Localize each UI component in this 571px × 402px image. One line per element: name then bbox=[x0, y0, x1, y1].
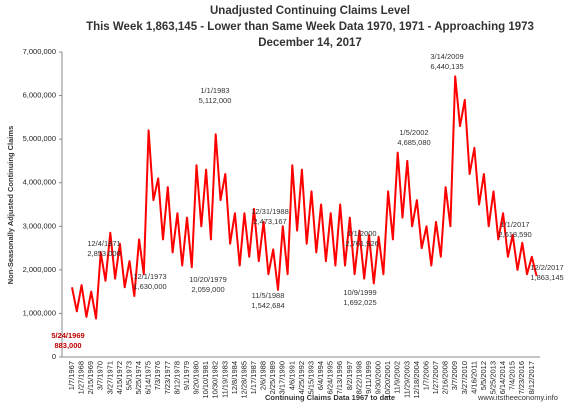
annotation: 10/20/1979 bbox=[189, 275, 227, 284]
x-tick-label: 9/11/1999 bbox=[364, 361, 373, 394]
x-tick-label: 6/4/1994 bbox=[316, 361, 325, 390]
x-tick-label: 2/15/1969 bbox=[86, 361, 95, 394]
annotation: 5/24/1969 bbox=[51, 331, 84, 340]
x-tick-label: 2/6/1988 bbox=[259, 361, 268, 390]
chart-title: Unadjusted Continuing Claims Level bbox=[210, 5, 410, 17]
x-tick-label: 1/27/2007 bbox=[431, 361, 440, 394]
annotation: 10/9/1999 bbox=[343, 288, 376, 297]
annotation: 1/1/2000 bbox=[347, 229, 376, 238]
x-tick-label: 3/7/1970 bbox=[96, 361, 105, 390]
x-tick-label: 8/12/1978 bbox=[172, 361, 181, 394]
x-tick-label: 1/7/2006 bbox=[421, 361, 430, 390]
x-tick-label: 9/1/1979 bbox=[182, 361, 191, 390]
annotation: 1,863,145 bbox=[530, 273, 563, 282]
x-tick-label: 11/9/2002 bbox=[393, 361, 402, 394]
x-tick-label: 1/7/1967 bbox=[67, 361, 76, 390]
x-tick-label: 10/30/1982 bbox=[211, 361, 220, 399]
x-tick-label: 5/5/1973 bbox=[124, 361, 133, 390]
annotation: 2,761,926 bbox=[345, 239, 378, 248]
annotation: 12/4/1971 bbox=[87, 239, 120, 248]
y-tick-label: 1,000,000 bbox=[23, 308, 56, 317]
x-tick-label: 8/12/2017 bbox=[527, 361, 536, 394]
x-tick-label: 9/20/1980 bbox=[192, 361, 201, 394]
annotation: 1/1/2017 bbox=[500, 220, 529, 229]
x-tick-label: 7/4/2015 bbox=[508, 361, 517, 390]
x-tick-label: 10/10/1981 bbox=[201, 361, 210, 399]
source: www.itstheeconomy.info bbox=[477, 393, 558, 402]
x-tick-label: 6/14/2014 bbox=[498, 361, 507, 394]
x-tick-label: 11/19/1983 bbox=[220, 361, 229, 398]
x-tick-label: 7/13/1996 bbox=[335, 361, 344, 394]
x-tick-label: 8/22/1998 bbox=[354, 361, 363, 394]
x-tick-label: 2/16/2008 bbox=[441, 361, 450, 394]
x-tick-label: 5/15/1993 bbox=[306, 361, 315, 394]
annotation: 1,692,025 bbox=[343, 298, 376, 307]
x-tick-label: 5/5/2012 bbox=[479, 361, 488, 390]
y-tick-label: 6,000,000 bbox=[23, 91, 56, 100]
x-tick-label: 5/25/2013 bbox=[489, 361, 498, 394]
annotation: 6,440,135 bbox=[430, 62, 463, 71]
annotation: 5,112,000 bbox=[199, 96, 232, 105]
annotation: 12/1/1973 bbox=[133, 272, 166, 281]
x-tick-label: 7/23/2016 bbox=[517, 361, 526, 394]
x-tick-label: 5/25/1974 bbox=[134, 361, 143, 394]
y-axis-title: Non-Seasonally Adjusted Continuing Claim… bbox=[6, 126, 15, 285]
y-tick-label: 7,000,000 bbox=[23, 47, 56, 56]
x-tick-label: 1/27/1968 bbox=[77, 361, 86, 394]
y-tick-label: 5,000,000 bbox=[23, 134, 56, 143]
x-tick-label: 12/8/1984 bbox=[230, 361, 239, 394]
y-tick-label: 0 bbox=[52, 352, 56, 361]
x-tick-label: 10/20/2001 bbox=[383, 361, 392, 399]
x-tick-label: 8/2/1997 bbox=[345, 361, 354, 390]
x-tick-label: 12/18/2004 bbox=[412, 361, 421, 399]
x-tick-label: 6/14/1975 bbox=[144, 361, 153, 394]
annotation: 12/31/1988 bbox=[251, 207, 289, 216]
x-tick-label: 6/24/1995 bbox=[326, 361, 335, 394]
x-tick-label: 12/28/1985 bbox=[239, 361, 248, 399]
annotation: 1/5/2002 bbox=[399, 128, 428, 137]
chart-subtitle: This Week 1,863,145 - Lower than Same We… bbox=[86, 21, 534, 33]
annotation: 1,542,684 bbox=[251, 301, 284, 310]
x-tick-label: 4/25/1992 bbox=[297, 361, 306, 394]
x-tick-label: 3/27/1971 bbox=[105, 361, 114, 394]
annotation: 3/14/2009 bbox=[430, 52, 463, 61]
annotation: 12/2/2017 bbox=[530, 263, 563, 272]
chart-date: December 14, 2017 bbox=[258, 37, 362, 49]
x-tick-label: 9/30/2000 bbox=[374, 361, 383, 394]
y-tick-label: 3,000,000 bbox=[23, 221, 56, 230]
annotation: 1/1/1983 bbox=[200, 86, 229, 95]
annotation: 1,630,000 bbox=[133, 282, 166, 291]
x-tick-label: 3/7/2009 bbox=[450, 361, 459, 390]
annotation: 2,059,000 bbox=[191, 285, 224, 294]
annotation: 883,000 bbox=[54, 341, 81, 350]
x-tick-label: 3/27/2010 bbox=[460, 361, 469, 394]
x-tick-label: 4/6/1991 bbox=[287, 361, 296, 390]
annotation: 2,473,167 bbox=[253, 217, 286, 226]
y-tick-label: 2,000,000 bbox=[23, 265, 56, 274]
data-line bbox=[71, 75, 538, 320]
x-tick-label: 4/16/2011 bbox=[469, 361, 478, 394]
annotation: 11/5/1988 bbox=[252, 291, 285, 300]
x-axis-title: Continuing Claims Data 1967 to date bbox=[265, 393, 395, 402]
y-tick-label: 4,000,000 bbox=[23, 178, 56, 187]
x-tick-label: 2/25/1989 bbox=[268, 361, 277, 394]
annotation: 4,685,080 bbox=[397, 138, 430, 147]
x-tick-label: 4/15/1972 bbox=[115, 361, 124, 394]
annotation: 2,853,000 bbox=[87, 249, 120, 258]
x-tick-label: 7/3/1976 bbox=[153, 361, 162, 390]
x-tick-label: 3/17/1990 bbox=[278, 361, 287, 394]
x-tick-label: 11/29/2003 bbox=[402, 361, 411, 398]
annotation: 2,618,590 bbox=[498, 230, 531, 239]
x-tick-label: 1/17/1987 bbox=[249, 361, 258, 394]
x-tick-label: 7/23/1977 bbox=[163, 361, 172, 394]
